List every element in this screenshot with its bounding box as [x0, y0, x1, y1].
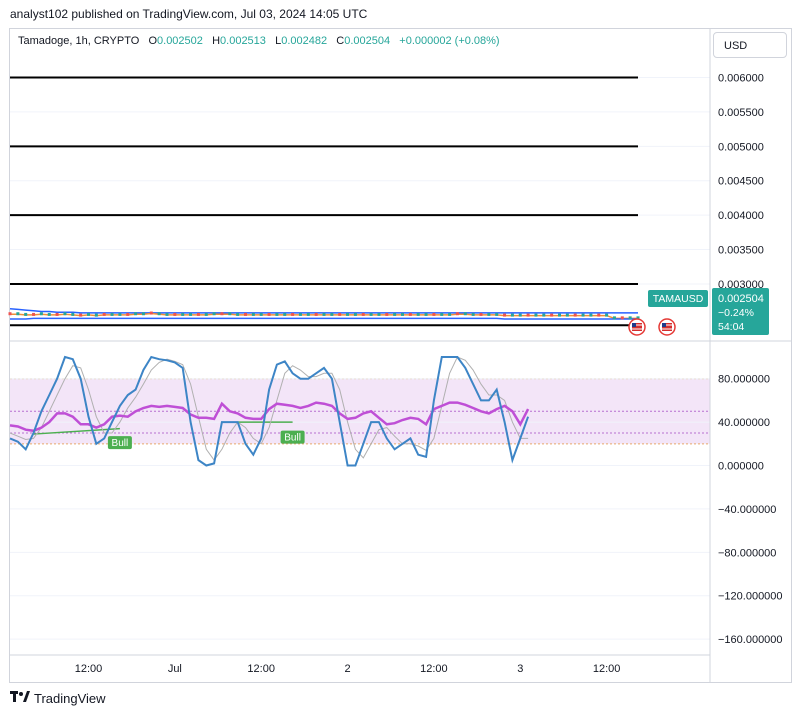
open-value: 0.002502 [157, 35, 203, 47]
currency-button[interactable]: USD [713, 32, 787, 58]
low-label: L [275, 35, 282, 47]
tradingview-brand: TradingView [34, 691, 106, 706]
publish-line: analyst102 published on TradingView.com,… [10, 7, 368, 21]
symbol-name[interactable]: Tamadoge, 1h, CRYPTO [18, 35, 140, 47]
change-value: +0.000002 (+0.08%) [399, 35, 500, 47]
close-label: C [336, 35, 345, 47]
high-label: H [212, 35, 221, 47]
high-value: 0.002513 [220, 35, 266, 47]
tradingview-logo-icon [10, 691, 30, 706]
close-value: 0.002504 [344, 35, 391, 47]
tradingview-footer[interactable]: TradingView [10, 691, 106, 706]
open-label: O [148, 35, 158, 47]
chart-frame [9, 28, 792, 683]
symbol-ohlc-legend: Tamadoge, 1h, CRYPTO O0.002502 H0.002513… [18, 35, 500, 47]
low-value: 0.002482 [281, 35, 328, 47]
